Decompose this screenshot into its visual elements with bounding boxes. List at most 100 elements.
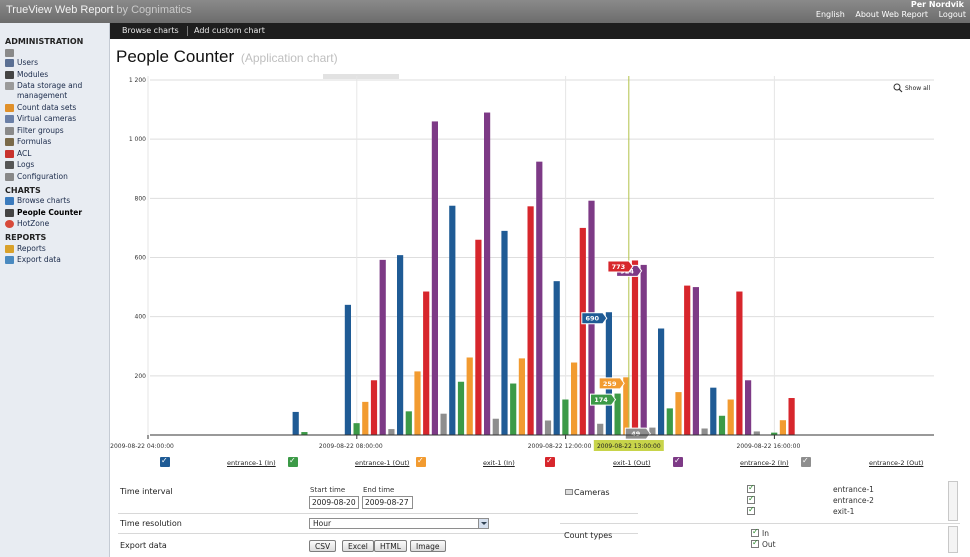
database-icon: [5, 82, 14, 90]
chart-bar: [631, 260, 639, 435]
sidebar-item-label: Count data sets: [17, 102, 77, 112]
y-tick-label: 400: [135, 314, 147, 321]
sidebar-item-virtual-cameras[interactable]: Virtual cameras: [0, 114, 109, 124]
camera-checkbox-entrance-2[interactable]: [747, 494, 755, 504]
x-tick-label: 2009-08-22 16:00:00: [737, 443, 801, 450]
building-icon: [5, 48, 14, 57]
y-tick-label: 600: [135, 255, 147, 262]
sidebar-item-hotzone[interactable]: HotZone: [0, 219, 109, 229]
value-badge: [590, 393, 617, 406]
legend-label[interactable]: entrance-2 (Out): [869, 459, 924, 467]
hover-date-label: 2009-08-22 13:00:00: [597, 443, 661, 450]
sidebar-item-configuration[interactable]: Configuration: [0, 172, 109, 182]
sidebar-item-home[interactable]: [0, 48, 109, 57]
legend-checkbox[interactable]: [160, 456, 170, 467]
legend-checkbox[interactable]: [545, 456, 555, 467]
html-button[interactable]: HTML: [374, 540, 407, 552]
legend-label[interactable]: entrance-1 (Out): [355, 459, 410, 467]
value-badge-label: 773: [612, 263, 626, 271]
sidebar-item-browse-charts[interactable]: Browse charts: [0, 196, 109, 206]
image-button[interactable]: Image: [410, 540, 446, 552]
legend-checkbox[interactable]: [801, 456, 811, 467]
y-tick-label: 800: [135, 195, 147, 202]
excel-button[interactable]: Excel: [342, 540, 374, 552]
end-time-input[interactable]: 2009-08-27: [362, 496, 413, 509]
about-link[interactable]: About Web Report: [855, 10, 929, 19]
cameras-scrollbar[interactable]: [948, 481, 958, 521]
y-tick-label: 200: [135, 373, 147, 380]
sidebar-item-filter-groups[interactable]: Filter groups: [0, 126, 109, 136]
x-tick-label: 2009-08-22 12:00:00: [528, 443, 592, 450]
chart-bar: [423, 291, 430, 435]
chevron-down-icon[interactable]: [478, 519, 488, 528]
legend-label[interactable]: entrance-1 (In): [227, 459, 276, 467]
nav-separator: [187, 26, 188, 36]
chart-bar: [501, 230, 508, 435]
sidebar-item-modules[interactable]: Modules: [0, 70, 109, 80]
count-types-scrollbar[interactable]: [948, 526, 958, 553]
chart-bar: [527, 206, 534, 435]
zoom-icon-handle: [898, 88, 903, 93]
value-badge-label: 690: [586, 315, 600, 323]
legend-label[interactable]: exit-1 (In): [483, 459, 515, 467]
hover-date-box: [593, 440, 664, 451]
sidebar-item-count-data-sets[interactable]: Count data sets: [0, 103, 109, 113]
sidebar-item-label: Users: [17, 58, 39, 67]
chart-bar: [623, 377, 630, 435]
camera-label-entrance-2: entrance-2: [833, 496, 874, 505]
formula-icon: [5, 138, 14, 146]
config-icon: [5, 172, 14, 181]
nav-add-custom-chart[interactable]: Add custom chart: [194, 26, 265, 35]
count-type-checkbox-out[interactable]: [751, 538, 759, 548]
sidebar-item-label: ACL: [17, 148, 32, 158]
camera-label-entrance-1: entrance-1: [833, 485, 874, 494]
nav-browse-charts[interactable]: Browse charts: [122, 26, 179, 35]
cameras-row: Cameras entrance-1 entrance-2 exit-1: [560, 476, 960, 524]
chart-bar: [379, 259, 386, 435]
legend-checkbox[interactable]: [288, 456, 298, 467]
camera-icon: [5, 115, 14, 123]
legend-label[interactable]: entrance-2 (In): [740, 459, 789, 467]
time-resolution-select[interactable]: Hour: [309, 518, 489, 529]
chart-bar: [779, 420, 786, 435]
sidebar-item-export-data[interactable]: Export data: [0, 255, 109, 265]
sidebar-item-formulas[interactable]: Formulas: [0, 137, 109, 147]
chart-bar: [370, 380, 378, 435]
language-link[interactable]: English: [815, 10, 845, 19]
legend-label[interactable]: exit-1 (Out): [613, 459, 651, 467]
sidebar-item-label: Logs: [17, 160, 35, 169]
chart-bar: [553, 281, 560, 435]
camera-checkbox-entrance-1[interactable]: [747, 483, 755, 493]
sidebar-item-logs[interactable]: Logs: [0, 160, 109, 170]
chart-bar: [579, 227, 586, 435]
chart-bar: [692, 287, 699, 435]
value-badge-label: 174: [594, 396, 608, 404]
cameras-label: Cameras: [565, 488, 610, 497]
logout-link[interactable]: Logout: [938, 10, 966, 19]
value-badge-label: 49: [631, 430, 641, 438]
chart-bar: [440, 413, 447, 435]
count-type-checkbox-in[interactable]: [751, 527, 759, 537]
legend-checkbox[interactable]: [673, 456, 683, 467]
chart-bar: [562, 399, 569, 435]
sidebar-item-reports[interactable]: Reports: [0, 244, 109, 254]
sidebar-item-people-counter[interactable]: People Counter: [0, 208, 109, 218]
value-badge: [598, 377, 625, 390]
chart-bar: [510, 383, 517, 435]
app-title: TrueView Web Report by Cognimatics: [6, 4, 192, 16]
start-time-input[interactable]: 2009-08-20: [309, 496, 359, 509]
cameras-label-text: Cameras: [574, 488, 610, 497]
csv-button[interactable]: CSV: [309, 540, 337, 552]
show-all-button[interactable]: Show all: [905, 85, 930, 92]
sidebar-item-acl[interactable]: ACL: [0, 149, 109, 159]
sidebar-item-users[interactable]: Users: [0, 58, 109, 68]
chart-bar: [736, 291, 743, 435]
sidebar-item-data-storage-and-management[interactable]: Data storage and management: [0, 81, 109, 101]
camera-checkbox-exit-1[interactable]: [747, 505, 755, 515]
legend-checkbox[interactable]: [416, 456, 426, 467]
start-time-label: Start time: [310, 486, 346, 494]
time-resolution-value: Hour: [313, 519, 332, 528]
chart-bar: [484, 112, 491, 435]
